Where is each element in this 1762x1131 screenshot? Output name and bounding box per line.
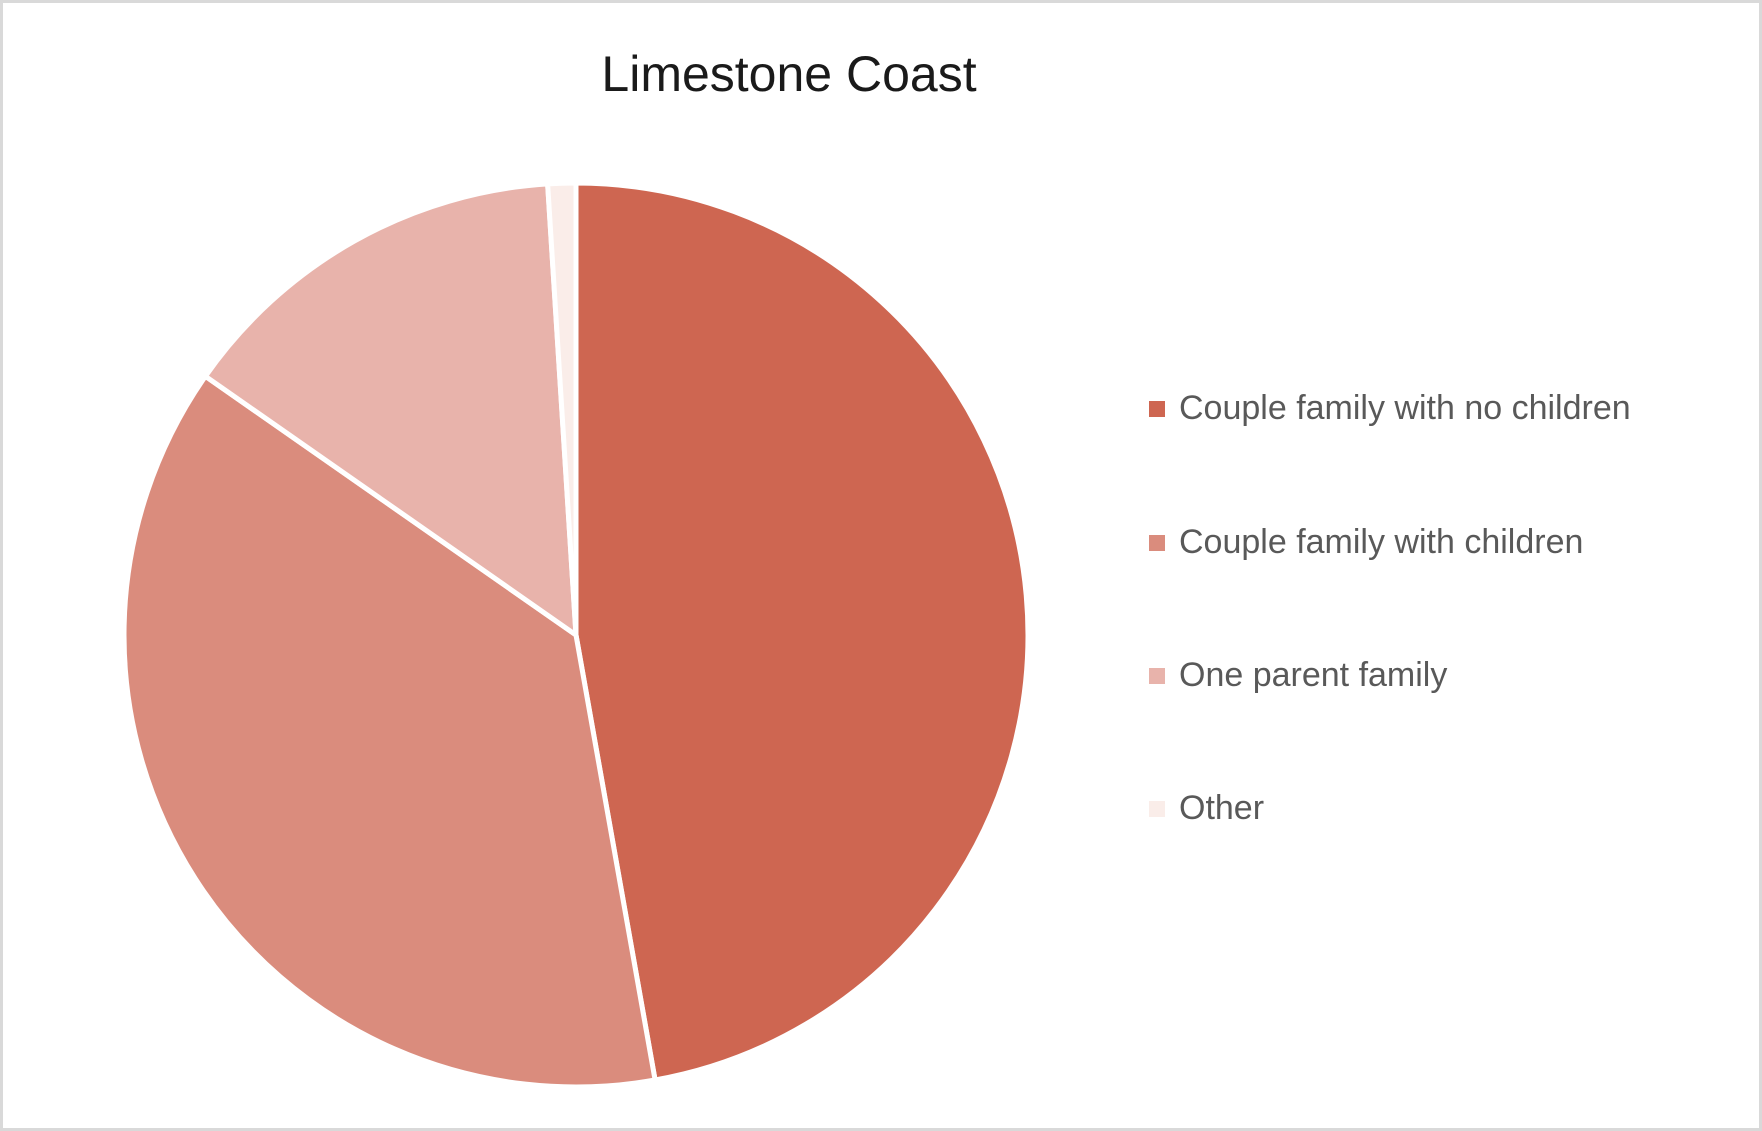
legend-label: Other	[1179, 789, 1265, 827]
pie-slice-2[interactable]	[202, 181, 579, 638]
legend-label: One parent family	[1179, 656, 1448, 694]
legend-label: Couple family with no children	[1179, 389, 1631, 427]
legend-item-couple-with-children[interactable]: Couple family with children	[1149, 519, 1583, 565]
legend-marker-icon	[1149, 668, 1165, 684]
legend-marker-icon	[1149, 801, 1165, 817]
pie-chart	[121, 180, 1031, 1090]
pie-slice-3[interactable]	[545, 180, 579, 638]
pie-slice-1[interactable]	[121, 373, 658, 1090]
legend-label: Couple family with children	[1179, 523, 1584, 561]
legend-item-one-parent[interactable]: One parent family	[1149, 652, 1447, 698]
legend-marker-icon	[1149, 535, 1165, 551]
chart-title: Limestone Coast	[601, 46, 977, 102]
pie-slice-0[interactable]	[573, 180, 1031, 1083]
legend-marker-icon	[1149, 401, 1165, 417]
legend-item-couple-no-children[interactable]: Couple family with no children	[1149, 385, 1631, 431]
legend-item-other[interactable]: Other	[1149, 785, 1264, 831]
